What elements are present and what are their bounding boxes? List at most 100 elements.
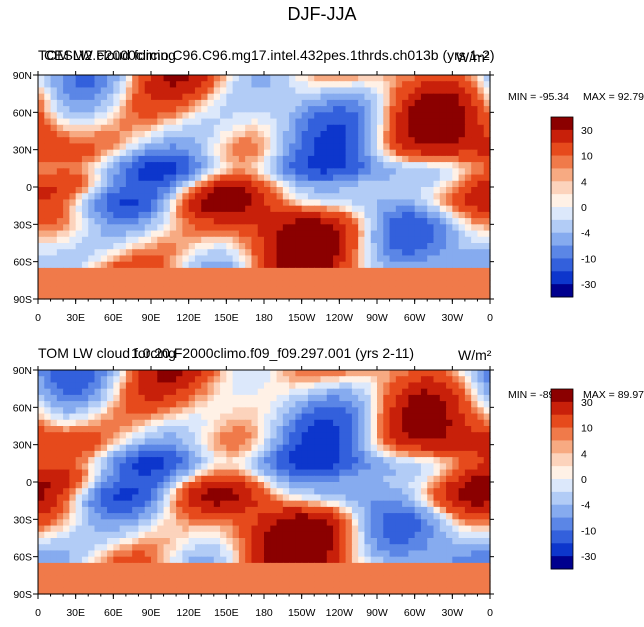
field-cell: [264, 174, 271, 182]
field-cell: [213, 413, 221, 421]
field-cell: [358, 382, 366, 390]
field-cell: [176, 99, 183, 107]
field-cell: [251, 230, 259, 238]
field-cell: [420, 401, 428, 408]
field-cell: [144, 131, 152, 138]
field-cell: [276, 292, 284, 300]
field-cell: [282, 243, 290, 250]
map-field: [38, 370, 491, 595]
field-cell: [402, 457, 409, 464]
field-cell: [213, 162, 221, 169]
field-cell: [301, 255, 309, 263]
field-cell: [471, 106, 479, 113]
field-cell: [307, 519, 315, 527]
field-cell: [295, 292, 303, 300]
field-cell: [226, 155, 234, 163]
field-cell: [408, 99, 416, 107]
field-cell: [144, 457, 152, 464]
field-cell: [100, 93, 108, 101]
field-cell: [107, 457, 114, 464]
field-cell: [88, 87, 96, 95]
field-cell: [220, 407, 227, 415]
field-cell: [63, 87, 70, 95]
field-cell: [63, 562, 70, 570]
field-cell: [408, 274, 416, 281]
field-cell: [182, 556, 190, 564]
field-cell: [464, 382, 472, 390]
field-cell: [289, 230, 296, 238]
field-cell: [100, 243, 108, 250]
field-cell: [377, 469, 384, 477]
field-cell: [226, 432, 234, 440]
field-cell: [44, 162, 52, 169]
field-cell: [194, 419, 202, 427]
field-cell: [414, 432, 422, 440]
field-cell: [370, 413, 378, 421]
field-cell: [276, 224, 284, 232]
field-cell: [182, 494, 190, 502]
field-cell: [458, 500, 466, 508]
field-cell: [44, 438, 52, 446]
field-cell: [107, 131, 114, 138]
field-cell: [238, 218, 246, 225]
field-cell: [220, 457, 227, 464]
field-cell: [226, 99, 234, 107]
field-cell: [307, 538, 315, 545]
field-cell: [471, 230, 479, 238]
field-cell: [194, 370, 202, 377]
field-cell: [257, 224, 265, 232]
field-cell: [370, 475, 378, 483]
field-cell: [257, 137, 265, 145]
field-cell: [408, 143, 416, 151]
field-cell: [452, 394, 460, 402]
field-cell: [433, 494, 441, 502]
field-cell: [69, 93, 77, 101]
field-cell: [408, 224, 416, 232]
field-cell: [176, 525, 183, 533]
field-cell: [107, 149, 114, 157]
field-cell: [238, 193, 246, 201]
field-cell: [226, 419, 234, 427]
field-cell: [132, 211, 140, 219]
field-cell: [307, 388, 315, 396]
field-cell: [38, 255, 45, 263]
field-cell: [477, 370, 485, 377]
field-cell: [377, 401, 384, 408]
field-cell: [176, 193, 183, 201]
field-cell: [176, 500, 183, 508]
field-cell: [471, 382, 479, 390]
field-cell: [188, 382, 196, 390]
field-cell: [163, 112, 171, 120]
field-cell: [100, 513, 108, 520]
field-cell: [232, 426, 240, 433]
field-cell: [75, 168, 83, 176]
field-cell: [201, 475, 209, 483]
field-cell: [370, 531, 378, 539]
field-cell: [458, 519, 466, 527]
field-cell: [439, 174, 447, 182]
field-cell: [138, 187, 146, 194]
field-cell: [420, 174, 428, 182]
field-cell: [226, 286, 234, 294]
field-cell: [364, 426, 372, 433]
field-cell: [207, 463, 215, 471]
field-cell: [138, 155, 146, 163]
field-cell: [38, 457, 45, 464]
field-cell: [232, 236, 240, 244]
field-cell: [50, 180, 58, 188]
field-cell: [125, 75, 133, 82]
field-cell: [439, 463, 447, 471]
field-cell: [113, 426, 121, 433]
field-cell: [245, 562, 253, 570]
field-cell: [56, 274, 64, 281]
field-cell: [188, 168, 196, 176]
field-cell: [395, 230, 403, 238]
field-cell: [113, 450, 121, 458]
field-cell: [50, 494, 58, 502]
field-cell: [370, 124, 378, 132]
field-cell: [100, 137, 108, 145]
field-cell: [383, 205, 391, 213]
field-cell: [138, 75, 146, 82]
field-cell: [182, 193, 190, 201]
field-cell: [439, 243, 447, 250]
